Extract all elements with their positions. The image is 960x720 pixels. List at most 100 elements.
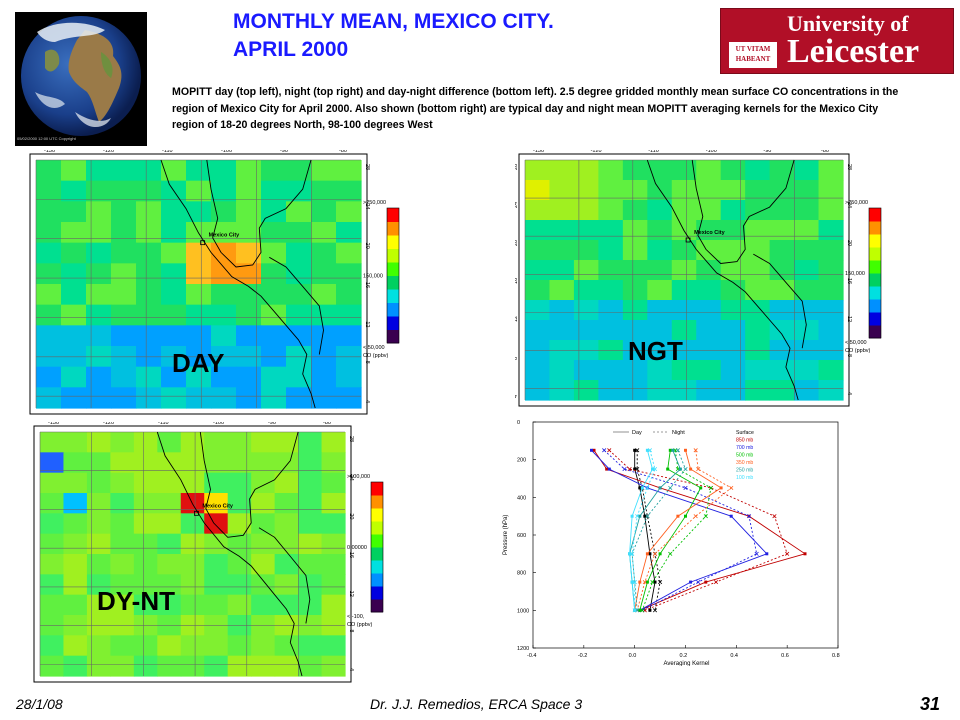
colorbar-top-label: >100,000 — [347, 474, 370, 480]
y-tick-label: 0 — [517, 420, 520, 426]
colorbar-bottom-label: < -100, — [347, 614, 365, 620]
map-cell — [598, 180, 624, 201]
map-cell — [321, 493, 346, 514]
map-cell — [671, 280, 697, 301]
map-cell — [818, 220, 844, 241]
map-cell — [818, 260, 844, 281]
coastline — [156, 431, 303, 677]
map-cell — [157, 594, 182, 616]
map-cell — [298, 533, 323, 555]
colorbar-frame — [386, 207, 400, 344]
map-cell — [36, 201, 62, 223]
colorbar-units-label: CO (ppbv) — [363, 353, 389, 359]
series-point-day — [638, 580, 642, 584]
map-cell — [647, 160, 673, 181]
map-cell — [598, 380, 624, 401]
map-cell — [274, 432, 299, 453]
map-cell — [696, 180, 722, 201]
map-cell — [227, 533, 252, 555]
map-cell — [110, 432, 135, 453]
map-cell — [321, 594, 346, 616]
map-cell — [525, 380, 551, 401]
series-point-night — [627, 467, 632, 472]
map-cell — [720, 220, 746, 241]
night-map-panel: Mexico City-130-130-120-120-110-110-100-… — [513, 148, 900, 415]
map-cell — [86, 635, 111, 657]
map-cell — [261, 387, 287, 409]
colorbar-frame — [370, 481, 384, 613]
map-cell — [696, 240, 722, 261]
map-cell — [745, 180, 771, 201]
map-cell — [696, 300, 722, 321]
map-cell — [671, 200, 697, 221]
map-cell — [274, 554, 299, 575]
lat-tick-label-left: 4 — [28, 403, 30, 406]
series-point-night — [785, 551, 790, 556]
map-cell — [111, 325, 137, 347]
map-cell — [86, 574, 111, 596]
map-cell — [161, 304, 187, 326]
map-cell — [157, 472, 182, 494]
map-cell — [110, 493, 135, 514]
lon-tick-label-top: -90 — [268, 422, 276, 426]
map-cell — [86, 284, 112, 306]
map-cell — [180, 554, 205, 575]
series-point-day — [684, 448, 687, 452]
map-cell — [236, 325, 262, 347]
series-point-night — [602, 448, 607, 453]
series-point-day — [653, 580, 657, 584]
map-cell — [86, 160, 112, 182]
map-cell — [251, 655, 276, 677]
series-point-day — [719, 486, 723, 490]
colorbar-units-label: CO (ppbv) — [347, 622, 373, 628]
lat-tick-label-right: 20 — [364, 243, 370, 249]
map-cell — [211, 160, 237, 182]
series-point-day — [648, 552, 652, 556]
slide-title: MONTHLY MEAN, MEXICO CITY. APRIL 2000 — [233, 8, 554, 64]
map-cell — [86, 452, 111, 474]
map-cell — [133, 635, 158, 657]
map-cell — [236, 242, 262, 264]
map-cell — [321, 554, 346, 575]
colorbar-bottom-label: < 50,000 — [845, 340, 867, 346]
coastline — [199, 431, 299, 538]
map-cell — [321, 452, 346, 474]
map-cell — [696, 320, 722, 341]
lat-tick-label-right: 12 — [846, 316, 852, 322]
map-cell — [161, 160, 187, 182]
lon-tick-label-top: -130 — [533, 150, 544, 154]
series-point-day — [630, 580, 634, 584]
lon-tick-label-top: -100 — [213, 422, 224, 426]
colorbar-units-label: CO (ppbv) — [845, 348, 871, 354]
map-cell — [818, 280, 844, 301]
series-point-day — [643, 514, 647, 518]
map-cell — [298, 513, 323, 535]
map-cell — [111, 284, 137, 306]
map-cell — [525, 300, 551, 321]
map-cell — [598, 160, 624, 181]
map-cell — [40, 513, 65, 535]
series-point-night — [607, 448, 612, 453]
map-cell — [573, 280, 599, 301]
map-cell — [111, 180, 137, 202]
map-cell — [598, 220, 624, 241]
colorbar-mid-label: 0,00000 — [347, 545, 367, 551]
map-cell — [769, 280, 795, 301]
map-cell — [111, 242, 137, 264]
lat-tick-label-left: 12 — [28, 321, 30, 327]
map-cell — [286, 201, 312, 223]
map-cell — [311, 222, 337, 244]
series-point-day — [640, 486, 644, 490]
map-cell — [794, 380, 820, 401]
map-cell — [818, 320, 844, 341]
map-cell — [261, 366, 287, 388]
map-cell — [818, 240, 844, 261]
map-cell — [211, 284, 237, 306]
lat-tick-label-left: 8 — [28, 364, 30, 367]
diff-map-label: DY-NT — [97, 586, 175, 616]
map-cell — [40, 472, 65, 494]
map-cell — [311, 180, 337, 202]
map-cell — [86, 366, 112, 388]
map-cell — [236, 222, 262, 244]
map-cell — [336, 284, 362, 306]
